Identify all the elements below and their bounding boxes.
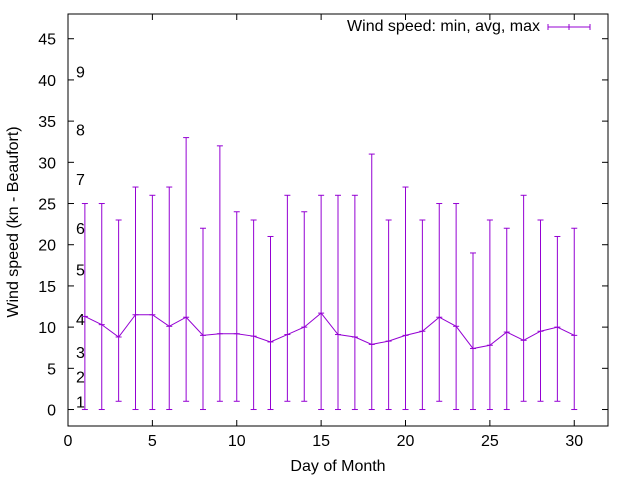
beaufort-label: 4 [76,312,85,329]
average-polyline [84,312,575,350]
beaufort-label: 7 [76,172,85,189]
x-tick-label: 15 [312,433,330,450]
error-bars [81,137,578,411]
y-tick-label: 5 [47,361,56,378]
x-tick-label: 10 [228,433,246,450]
y-tick-label: 25 [38,197,56,214]
x-tick-label: 0 [64,433,73,450]
beaufort-label: 2 [76,370,85,387]
y-tick-label: 10 [38,320,56,337]
beaufort-label: 1 [76,394,85,411]
y-axis-title: Wind speed (kn - Beaufort) [5,126,22,317]
beaufort-labels: 1 2 3 4 5 6 7 8 9 [76,65,85,412]
y-tick-label: 40 [38,73,56,90]
x-tick-label: 5 [148,433,157,450]
y-tick-label: 15 [38,279,56,296]
legend-sample-line [547,24,591,30]
x-axis-title: Day of Month [290,458,385,475]
beaufort-label: 8 [76,122,85,139]
beaufort-label: 9 [76,65,85,82]
x-tick-label: 25 [481,433,499,450]
beaufort-label: 3 [76,345,85,362]
beaufort-label: 5 [76,262,85,279]
y-tick-label: 30 [38,155,56,172]
y-tick-label: 35 [38,114,56,131]
average-line [81,312,578,350]
y-tick-label: 45 [38,32,56,49]
x-axis-ticks: 0 5 10 15 20 25 30 [64,14,583,450]
x-tick-label: 30 [565,433,583,450]
legend: Wind speed: min, avg, max [347,18,591,35]
legend-label: Wind speed: min, avg, max [347,18,540,35]
beaufort-label: 6 [76,221,85,238]
y-tick-label: 20 [38,238,56,255]
x-tick-label: 20 [397,433,415,450]
y-tick-label: 0 [47,403,56,420]
plot-frame [67,13,609,427]
